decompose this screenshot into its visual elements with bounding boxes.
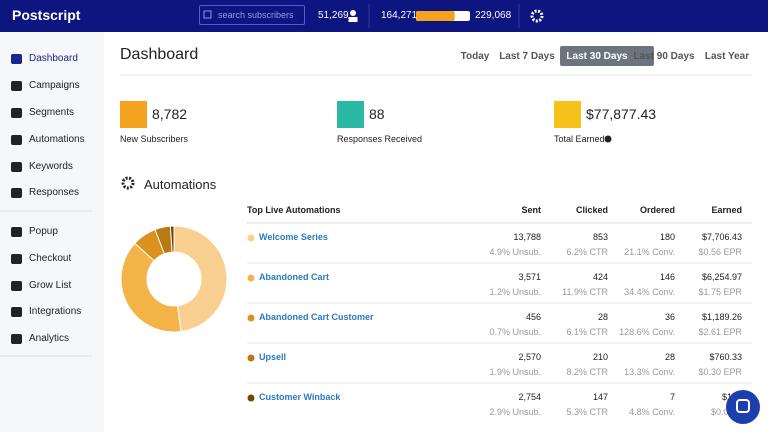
- nav-item[interactable]: Popup: [29, 226, 58, 237]
- subscriber-count: 51,269: [318, 10, 349, 21]
- cell-sub: 21.1% Conv.: [624, 247, 675, 257]
- stat-value: 88: [369, 106, 385, 122]
- cell-sub: 4.9% Unsub.: [489, 247, 541, 257]
- column-header: Sent: [521, 205, 541, 215]
- chat-glyph: [736, 399, 750, 413]
- cell-sub: 0.7% Unsub.: [489, 327, 541, 337]
- cell-sub: 13.3% Conv.: [624, 367, 675, 377]
- nav-item[interactable]: Integrations: [29, 306, 82, 317]
- row-dot: [247, 354, 255, 362]
- cell-sub: $2.61 EPR: [698, 327, 742, 337]
- cell-sub: 5.3% CTR: [566, 407, 608, 417]
- range-button[interactable]: Last 7 Days: [499, 51, 555, 62]
- usage-limit: 229,068: [475, 10, 512, 21]
- cell-value: $7,706.43: [701, 232, 742, 242]
- stat-value: 8,782: [152, 106, 188, 122]
- automation-link[interactable]: Customer Winback: [259, 392, 341, 402]
- donut-segment: [120, 242, 182, 333]
- cell-value: 853: [592, 232, 608, 242]
- range-button[interactable]: Last 30 Days: [566, 51, 628, 62]
- cell-value: 2,754: [518, 392, 541, 402]
- nav-item[interactable]: Responses: [29, 187, 80, 198]
- row-dot: [247, 314, 255, 322]
- nav-item[interactable]: Campaigns: [29, 80, 80, 91]
- donut-segment: [154, 225, 173, 255]
- stat-value: $77,877.43: [586, 106, 657, 122]
- nav-item[interactable]: Automations: [29, 134, 85, 145]
- nav-item[interactable]: Segments: [29, 107, 75, 118]
- range-button[interactable]: Last Year: [704, 51, 750, 62]
- automation-link[interactable]: Welcome Series: [259, 232, 328, 242]
- section-title: Automations: [144, 177, 217, 192]
- table-title: Top Live Automations: [247, 205, 341, 215]
- cell-value: $6,254.97: [701, 272, 742, 282]
- info-icon: [604, 135, 612, 143]
- cell-sub: 1.2% Unsub.: [489, 287, 541, 297]
- row-dot: [247, 274, 255, 282]
- page-title: Dashboard: [120, 46, 199, 63]
- nav-item[interactable]: Grow List: [29, 280, 72, 291]
- search-box[interactable]: [199, 5, 305, 25]
- gear-icon: [121, 176, 135, 190]
- cell-sub: 2.9% Unsub.: [489, 407, 541, 417]
- stat-icon: [120, 101, 147, 128]
- stat-label: New Subscribers: [120, 134, 189, 144]
- cell-value: 28: [597, 312, 608, 322]
- stat-icon: [554, 101, 581, 128]
- stat-label: Responses Received: [337, 134, 423, 144]
- cell-value: 13,788: [513, 232, 541, 242]
- cell-sub: 1.9% Unsub.: [489, 367, 541, 377]
- cell-value: 28: [664, 352, 675, 362]
- cell-sub: 34.4% Conv.: [624, 287, 675, 297]
- cell-value: 147: [592, 392, 608, 402]
- automation-link[interactable]: Abandoned Cart: [259, 272, 330, 282]
- cell-sub: 11.9% CTR: [562, 287, 608, 297]
- donut-segment: [173, 225, 228, 333]
- cell-sub: $0.30 EPR: [698, 367, 742, 377]
- cell-value: 7: [669, 392, 675, 402]
- cell-sub: 6.1% CTR: [566, 327, 608, 337]
- cell-value: 3,571: [518, 272, 541, 282]
- cell-value: $760.33: [709, 352, 742, 362]
- cell-sub: $1.75 EPR: [698, 287, 742, 297]
- usage-current: 164,271: [381, 10, 418, 21]
- brand: Postscript: [12, 7, 81, 23]
- donut-segment: [169, 225, 175, 253]
- cell-value: 210: [592, 352, 608, 362]
- cell-sub: 8.2% CTR: [566, 367, 608, 377]
- cell-sub: 4.8% Conv.: [629, 407, 675, 417]
- chat-button[interactable]: [726, 390, 760, 424]
- search-placeholder: search subscribers: [218, 10, 294, 20]
- nav-item[interactable]: Keywords: [29, 161, 73, 172]
- nav-item[interactable]: Dashboard: [29, 53, 78, 64]
- donut-segment: [134, 228, 165, 262]
- cell-value: 2,570: [518, 352, 541, 362]
- cell-value: $1,189.26: [701, 312, 742, 322]
- cell-value: 146: [659, 272, 675, 282]
- cell-sub: $0.56 EPR: [698, 247, 742, 257]
- range-button[interactable]: Last 90 Days: [633, 51, 695, 62]
- nav-item[interactable]: Analytics: [29, 333, 70, 344]
- range-active-bg: [560, 46, 654, 66]
- cell-sub: 128.6% Conv.: [619, 327, 675, 337]
- stat-icon: [337, 101, 364, 128]
- column-header: Clicked: [575, 205, 608, 215]
- top-bar: [0, 0, 768, 32]
- cell-value: 424: [592, 272, 608, 282]
- range-button[interactable]: Today: [460, 51, 490, 62]
- cell-value: 36: [664, 312, 675, 322]
- cell-value: 456: [525, 312, 541, 322]
- column-header: Earned: [711, 205, 742, 215]
- row-dot: [247, 234, 255, 242]
- automation-link[interactable]: Upsell: [259, 352, 287, 362]
- cell-value: 180: [659, 232, 675, 242]
- stat-label: Total Earned: [554, 134, 605, 144]
- row-dot: [247, 394, 255, 402]
- column-header: Ordered: [639, 205, 675, 215]
- cell-sub: 6.2% CTR: [566, 247, 608, 257]
- automation-link[interactable]: Abandoned Cart Customer: [259, 312, 374, 322]
- nav-item[interactable]: Checkout: [29, 253, 72, 264]
